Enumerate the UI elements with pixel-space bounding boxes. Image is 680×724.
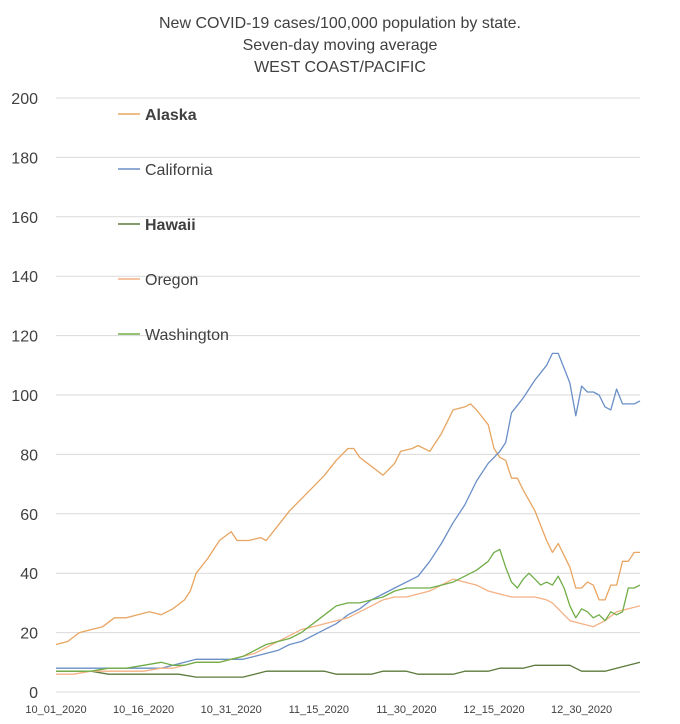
y-axis-ticks: 0 20 40 60 80 100 120 140 160 180 200	[11, 91, 38, 702]
legend-label-california: California	[145, 162, 213, 179]
y-tick-label: 20	[20, 626, 38, 643]
chart-title-line-3: WEST COAST/PACIFIC	[254, 59, 426, 76]
grid	[56, 97, 640, 693]
legend-label-hawaii: Hawaii	[145, 217, 196, 234]
y-tick-label: 60	[20, 507, 38, 524]
y-tick-label: 140	[11, 269, 38, 286]
y-tick-label: 180	[11, 150, 38, 167]
y-tick-label: 120	[11, 329, 38, 346]
series-line-oregon	[56, 578, 641, 675]
x-axis-ticks: 10_01_2020 10_16_2020 10_31_2020 11_15_2020…	[25, 704, 612, 716]
series-line-alaska	[55, 403, 640, 646]
chart-title-line-1: New COVID-19 cases/100,000 population by…	[159, 15, 521, 32]
chart-title-line-2: Seven-day moving average	[243, 37, 438, 54]
x-tick-label: 10_16_2020	[113, 704, 174, 716]
series-line-washington	[56, 548, 641, 672]
x-tick-label: 10_01_2020	[25, 704, 86, 716]
x-tick-label: 11_15_2020	[289, 704, 349, 716]
y-tick-label: 0	[29, 685, 38, 702]
y-tick-label: 80	[20, 447, 38, 464]
series-line-hawaii	[56, 661, 641, 678]
y-tick-label: 160	[11, 210, 38, 227]
x-tick-label: 12_15_2020	[463, 704, 524, 716]
x-tick-label: 10_31_2020	[201, 704, 262, 716]
y-tick-label: 100	[11, 388, 38, 405]
y-tick-label: 40	[20, 566, 38, 583]
x-tick-label: 12_30_2020	[551, 704, 612, 716]
x-tick-label: 11_30_2020	[376, 704, 436, 716]
legend-label-oregon: Oregon	[145, 272, 198, 289]
legend-label-alaska: Alaska	[145, 107, 197, 124]
series-line-california	[56, 352, 641, 669]
series-lines	[55, 352, 641, 678]
legend-label-washington: Washington	[145, 327, 229, 344]
legend: Alaska California Hawaii Oregon Washington	[118, 107, 229, 344]
y-tick-label: 200	[11, 91, 38, 108]
